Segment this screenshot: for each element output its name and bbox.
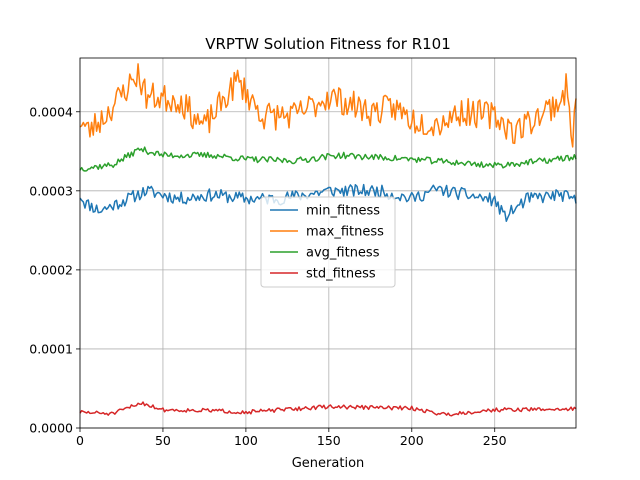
- x-tick-label: 0: [76, 433, 84, 448]
- x-tick-label: 200: [400, 433, 424, 448]
- series-line-max-fitness: [79, 63, 577, 148]
- y-tick-label: 0.0002: [29, 262, 73, 277]
- x-tick-label: 100: [234, 433, 258, 448]
- legend: min_fitness max_fitness avg_fitness std_fit…: [260, 196, 396, 288]
- series-line-std-fitness: [79, 401, 577, 417]
- legend-label: max_fitness: [306, 225, 384, 240]
- legend-box: [260, 196, 396, 288]
- legend-label: std_fitness: [306, 267, 376, 282]
- legend-label: min_fitness: [306, 204, 380, 219]
- chart-title: VRPTW Solution Fitness for R101: [205, 35, 451, 53]
- series-line-avg-fitness: [79, 146, 577, 172]
- y-tick-label: 0.0000: [29, 421, 73, 436]
- series-line-min-fitness: [79, 183, 577, 222]
- y-tick-label: 0.0001: [29, 341, 73, 356]
- y-tick-label: 0.0004: [29, 104, 73, 119]
- x-tick-label: 150: [317, 433, 341, 448]
- x-axis-label: Generation: [292, 456, 365, 471]
- x-tick-label: 250: [483, 433, 507, 448]
- x-tick-label: 50: [155, 433, 171, 448]
- y-tick-label: 0.0003: [29, 183, 73, 198]
- series-lines: [79, 63, 577, 417]
- legend-label: avg_fitness: [306, 246, 380, 261]
- ticks: 0 50 100 150 200 250 0.0000 0.0001 0.0002 0.0003 0…: [29, 104, 506, 448]
- plot-frame: [79, 57, 577, 429]
